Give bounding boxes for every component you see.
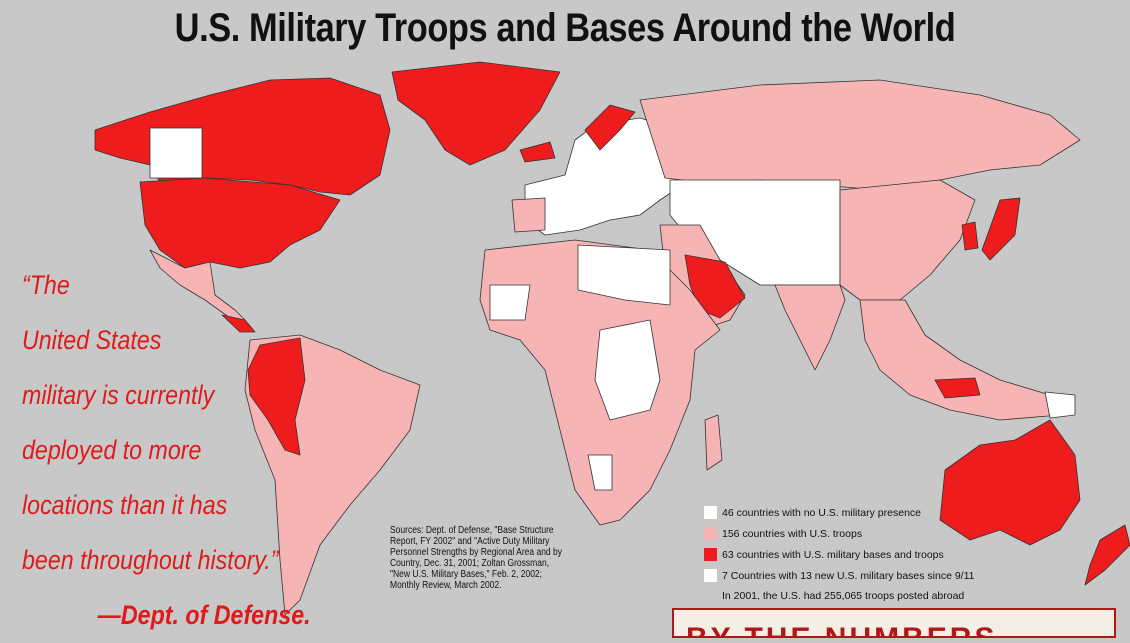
- region-korea: [961, 221, 979, 251]
- legend-note: In 2001, the U.S. had 255,065 troops pos…: [722, 590, 965, 602]
- legend-label: 7 Countries with 13 new U.S. military ba…: [722, 569, 975, 582]
- region-alaska: [149, 127, 203, 179]
- region-png: [1044, 391, 1076, 419]
- region-indonesia-bases: [934, 377, 981, 399]
- legend-swatch: [704, 548, 717, 561]
- dod-quote: “The United States military is currently…: [22, 258, 311, 643]
- region-west-africa: [489, 284, 531, 321]
- region-japan: [981, 197, 1021, 261]
- quote-line: deployed to more: [22, 435, 202, 465]
- quote-attribution: —Dept. of Defense.: [97, 600, 311, 630]
- region-saudi-bases: [684, 254, 746, 319]
- quote-line: “The: [22, 270, 70, 300]
- region-canada: [94, 77, 391, 196]
- region-southwest-africa: [587, 454, 613, 491]
- region-new-zealand: [1084, 524, 1130, 586]
- region-norway: [584, 104, 636, 151]
- legend-label: 46 countries with no U.S. military prese…: [722, 506, 922, 519]
- region-central-america: [221, 314, 256, 333]
- legend-item: 156 countries with U.S. troops: [704, 523, 1004, 544]
- banner-text: BY THE NUMBERS: [686, 622, 997, 636]
- world-map: [94, 61, 1130, 616]
- region-usa: [139, 177, 341, 269]
- region-iceland: [519, 141, 556, 163]
- legend-swatch: [704, 569, 717, 582]
- region-north-africa: [577, 244, 671, 306]
- page-title: U.S. Military Troops and Bases Around th…: [174, 6, 956, 50]
- legend-item: 46 countries with no U.S. military prese…: [704, 502, 1004, 523]
- legend-swatch: [704, 506, 717, 519]
- quote-line: United States: [22, 325, 162, 355]
- region-china: [839, 179, 976, 301]
- quote-line: been throughout history.”: [22, 545, 279, 575]
- region-iberia: [511, 197, 546, 233]
- quote-line: military is currently: [22, 380, 215, 410]
- legend-item: 7 Countries with 13 new U.S. military ba…: [704, 565, 1004, 586]
- legend-item: 63 countries with U.S. military bases an…: [704, 544, 1004, 565]
- by-the-numbers-banner: BY THE NUMBERS: [672, 608, 1116, 638]
- region-southeast-asia: [859, 299, 1061, 421]
- legend-swatch: [704, 527, 717, 540]
- sources-note: Sources: Dept. of Defense, "Base Structu…: [390, 525, 563, 591]
- region-central-africa: [594, 319, 661, 421]
- legend-label: 63 countries with U.S. military bases an…: [722, 548, 944, 561]
- region-russia: [639, 79, 1081, 191]
- region-greenland: [391, 61, 561, 166]
- region-india: [774, 284, 846, 371]
- region-andes-bases: [247, 337, 306, 456]
- region-australia: [939, 419, 1081, 546]
- legend-label: 156 countries with U.S. troops: [722, 527, 863, 540]
- map-legend: 46 countries with no U.S. military prese…: [704, 502, 1004, 607]
- quote-line: locations than it has: [22, 490, 228, 520]
- region-madagascar: [704, 414, 723, 471]
